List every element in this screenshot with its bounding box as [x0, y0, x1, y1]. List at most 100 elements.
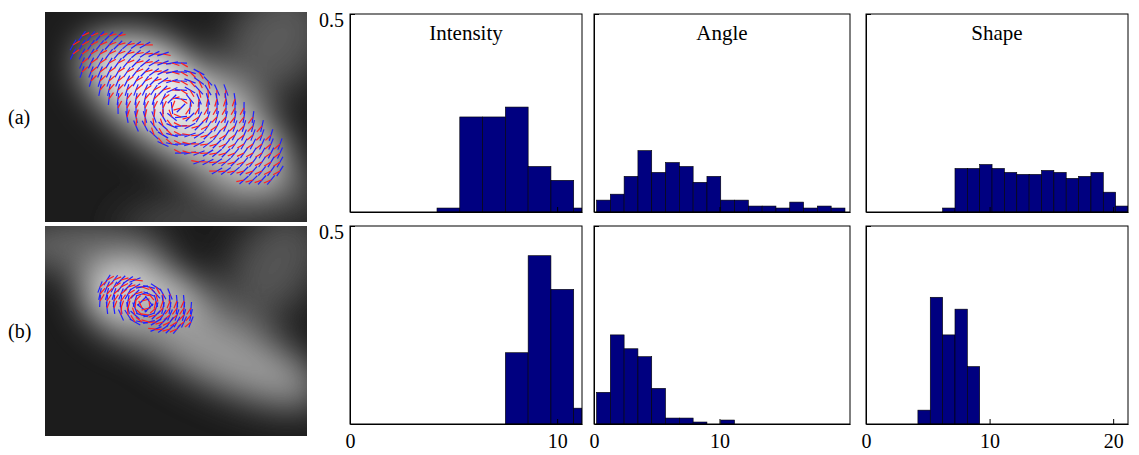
panel-title: Intensity — [429, 21, 503, 45]
vector-red — [240, 108, 244, 115]
vector-red — [237, 162, 244, 165]
vector-red — [182, 125, 190, 126]
bar — [437, 208, 460, 212]
vector-red — [183, 151, 190, 153]
bar — [574, 208, 582, 212]
x-tick — [990, 207, 991, 212]
vector-red — [121, 295, 126, 301]
bar — [638, 357, 652, 424]
vector-red — [91, 50, 98, 54]
vector-red — [228, 153, 235, 156]
y-tick-mark — [866, 14, 871, 15]
vector-red — [156, 287, 160, 294]
vector-red — [163, 329, 170, 331]
vector-red — [136, 101, 140, 108]
vector-red — [202, 117, 208, 122]
vector-red — [227, 171, 235, 173]
vector-red — [186, 108, 190, 114]
vector-red — [221, 117, 226, 123]
vector-red — [236, 180, 244, 182]
vector-red — [199, 90, 201, 98]
x-axis-line — [867, 424, 1129, 425]
vector-red — [128, 300, 130, 308]
bar — [1004, 172, 1016, 212]
vector-red — [82, 67, 88, 72]
bar — [943, 335, 955, 424]
vector-red — [222, 108, 226, 115]
vector-red — [118, 34, 126, 36]
vector-red — [256, 144, 262, 149]
vector-red — [187, 308, 191, 314]
vector-red — [163, 322, 170, 325]
image-blob — [76, 21, 215, 133]
vector-red — [208, 81, 210, 89]
vector-red — [219, 144, 226, 147]
vector-red — [82, 41, 89, 45]
bar — [693, 182, 707, 212]
vector-red — [91, 59, 97, 63]
x-tick: 10 — [710, 419, 730, 452]
plot-frame — [866, 226, 1128, 424]
vector-red — [136, 85, 142, 90]
vector-red — [160, 119, 163, 126]
x-tick-label: 10 — [548, 430, 568, 452]
vector-red — [145, 85, 151, 90]
vector-red — [238, 126, 244, 131]
vector-red — [109, 68, 115, 72]
vector-red — [274, 153, 280, 158]
vector-red — [109, 42, 116, 45]
bar — [748, 206, 762, 212]
vector-red — [229, 135, 235, 139]
vector-red — [248, 117, 253, 123]
vector-red — [114, 301, 117, 308]
vector-red — [181, 72, 188, 76]
x-tick-mark — [719, 207, 720, 212]
vector-red — [195, 108, 199, 115]
vector-red — [109, 51, 116, 54]
vector-red — [121, 289, 127, 294]
vector-red — [136, 310, 142, 315]
bar — [992, 168, 1004, 212]
bar — [1116, 206, 1128, 212]
vector-red — [154, 71, 162, 72]
x-tick — [557, 207, 558, 212]
histogram-panel: 01020 — [862, 226, 1129, 452]
vector-red — [248, 126, 253, 132]
vector-red — [201, 126, 208, 130]
vector-red — [154, 79, 161, 81]
y-tick — [866, 226, 871, 227]
vector-red — [228, 162, 235, 164]
vector-red — [134, 300, 136, 308]
plot-frame — [350, 226, 582, 424]
vector-red — [136, 53, 144, 54]
histogram-panel: 0 10 — [590, 226, 851, 452]
vector-red — [210, 135, 217, 138]
figure-svg: (a)(b)0.5IntensityAngleShape0100.5010010… — [0, 0, 1139, 455]
bar — [1029, 174, 1041, 212]
vector-red — [199, 72, 203, 79]
y-axis-line — [350, 227, 351, 425]
vector-red — [200, 144, 208, 145]
y-axis-line — [594, 15, 595, 213]
bar — [1079, 176, 1091, 212]
x-tick-label: 0 — [590, 430, 600, 452]
vector-red — [127, 68, 134, 72]
vector-red — [167, 120, 172, 126]
vector-red — [201, 135, 208, 137]
bar — [721, 420, 735, 424]
bar — [1091, 172, 1103, 212]
vector-red — [100, 288, 105, 294]
y-tick-mark — [594, 226, 599, 227]
y-axis-line — [866, 15, 867, 213]
y-tick-mark — [350, 226, 355, 227]
y-tick-mark — [594, 14, 599, 15]
y-axis: 0.5 — [319, 221, 355, 425]
vector-red — [170, 329, 177, 332]
vector-red — [145, 101, 149, 108]
panel-title: Angle — [696, 21, 747, 45]
x-axis-line — [351, 424, 583, 425]
vector-red — [218, 162, 226, 164]
bar — [679, 166, 693, 212]
vector-red — [136, 93, 141, 99]
bar — [955, 168, 967, 212]
